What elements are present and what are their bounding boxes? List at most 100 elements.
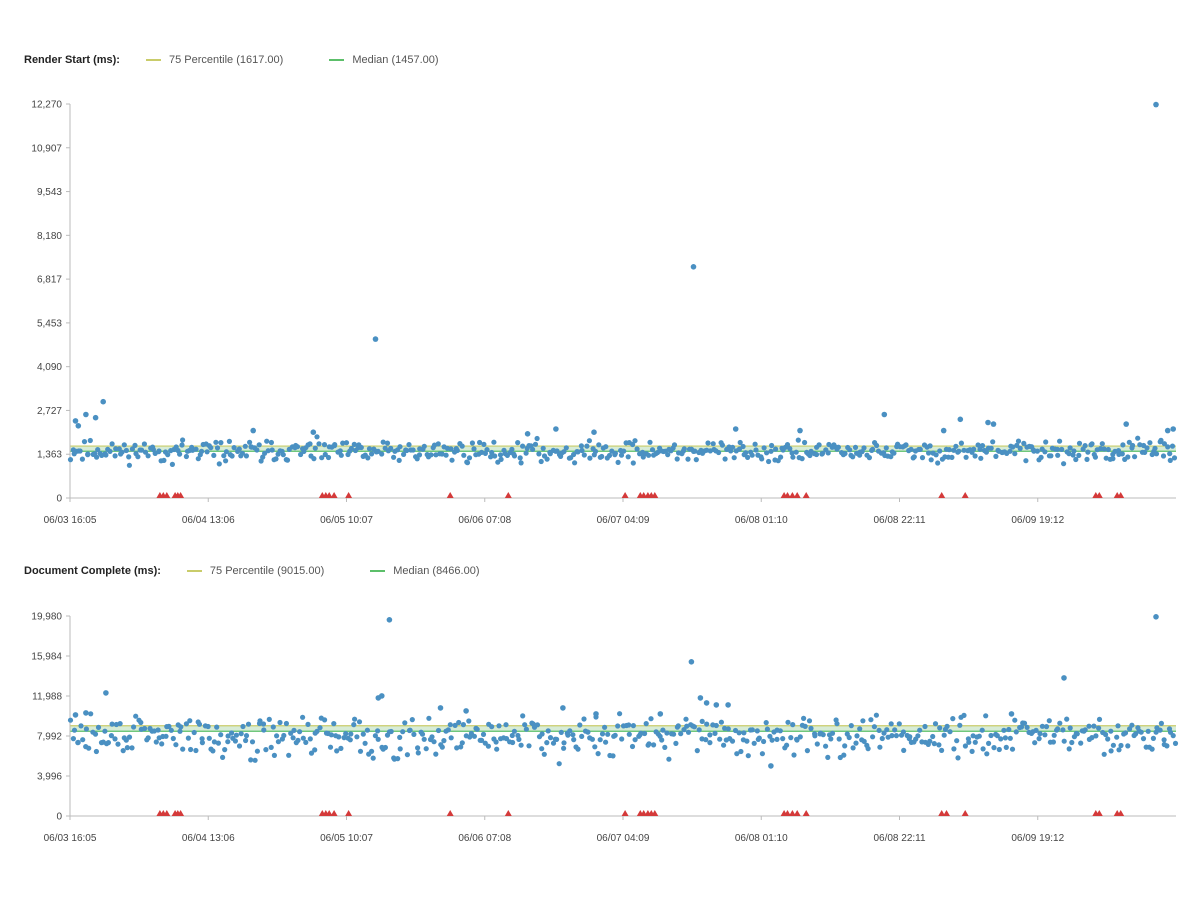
data-point [477,439,483,446]
data-point [834,721,840,727]
data-point [1167,457,1173,463]
data-point [963,454,969,460]
data-point [1002,735,1009,741]
data-point [745,454,751,460]
data-point [123,447,129,454]
data-point [933,452,939,458]
data-point [423,746,429,752]
data-point [1012,717,1018,723]
failure-marker [943,810,950,816]
data-point [1125,743,1131,749]
data-point [1115,723,1121,729]
data-point [404,752,410,758]
data-point [795,437,801,443]
data-point [823,743,829,749]
data-point [1042,449,1048,455]
chart-title: Render Start (ms): [24,54,120,66]
data-point [331,721,337,727]
data-point [518,460,524,466]
render-start-panel: Render Start (ms): 75 Percentile (1617.0… [24,54,1178,526]
document-complete-header: Document Complete (ms): 75 Percentile (9… [24,561,526,581]
data-point [109,441,115,447]
outlier-point [1153,101,1159,108]
legend-label: Median (8466.00) [393,565,480,577]
outlier-point [657,711,664,717]
data-point [474,726,480,732]
data-point [261,727,267,733]
x-tick-label: 06/09 19:12 [1011,515,1064,526]
data-point [307,736,313,742]
data-point [825,450,831,456]
data-point [245,721,252,727]
failure-marker [784,810,791,816]
data-point [738,748,744,755]
data-point [578,443,585,449]
data-point [199,448,205,454]
failure-marker [177,492,185,498]
data-point [145,735,151,741]
data-point [153,739,159,745]
data-point [1055,726,1061,732]
data-point [966,739,972,745]
failure-marker [784,492,791,498]
data-point [730,444,736,450]
data-point [554,736,560,742]
data-point [696,727,702,733]
data-point [156,448,162,454]
data-point [1050,739,1056,745]
data-point [221,453,227,459]
data-point [155,727,161,733]
data-point [454,745,460,751]
data-point [169,461,175,467]
data-point [984,751,990,757]
data-point [828,736,834,742]
data-point [1118,742,1124,749]
data-point [586,438,593,444]
failure-marker [651,492,659,498]
data-point [337,448,343,454]
data-point [547,735,554,741]
data-point [358,444,364,451]
data-point [1110,456,1116,462]
data-point [95,447,101,453]
data-point [214,724,220,730]
data-point [927,738,933,744]
data-points [67,101,1178,468]
data-point [257,718,263,724]
data-point [660,727,666,733]
data-point [575,746,581,752]
data-point [1160,453,1167,459]
data-point [1034,448,1040,454]
data-point [93,748,99,755]
data-point [126,454,132,460]
data-point [969,748,975,754]
data-point [268,744,274,750]
data-point [415,750,421,756]
x-tick-label: 06/04 13:06 [182,833,235,844]
data-point [80,737,86,743]
data-point [493,739,499,745]
data-point [343,440,350,446]
data-point [539,746,545,752]
x-tick-label: 06/07 04:09 [597,515,650,526]
data-point [958,440,965,446]
data-point [1021,720,1028,726]
data-point [314,728,320,734]
data-point [915,733,921,739]
data-point [369,748,375,754]
data-point [256,442,262,448]
data-point [515,440,521,446]
data-point [1018,724,1025,730]
data-point [577,722,583,728]
outlier-point [310,429,317,436]
data-point [561,740,567,746]
data-point [471,733,477,739]
data-point [615,723,621,729]
data-point [784,742,790,748]
data-point [717,736,723,742]
chart-title: Document Complete (ms): [24,565,161,577]
data-point [740,443,746,450]
data-point [807,452,813,459]
data-point [471,446,477,452]
data-point [511,453,518,459]
